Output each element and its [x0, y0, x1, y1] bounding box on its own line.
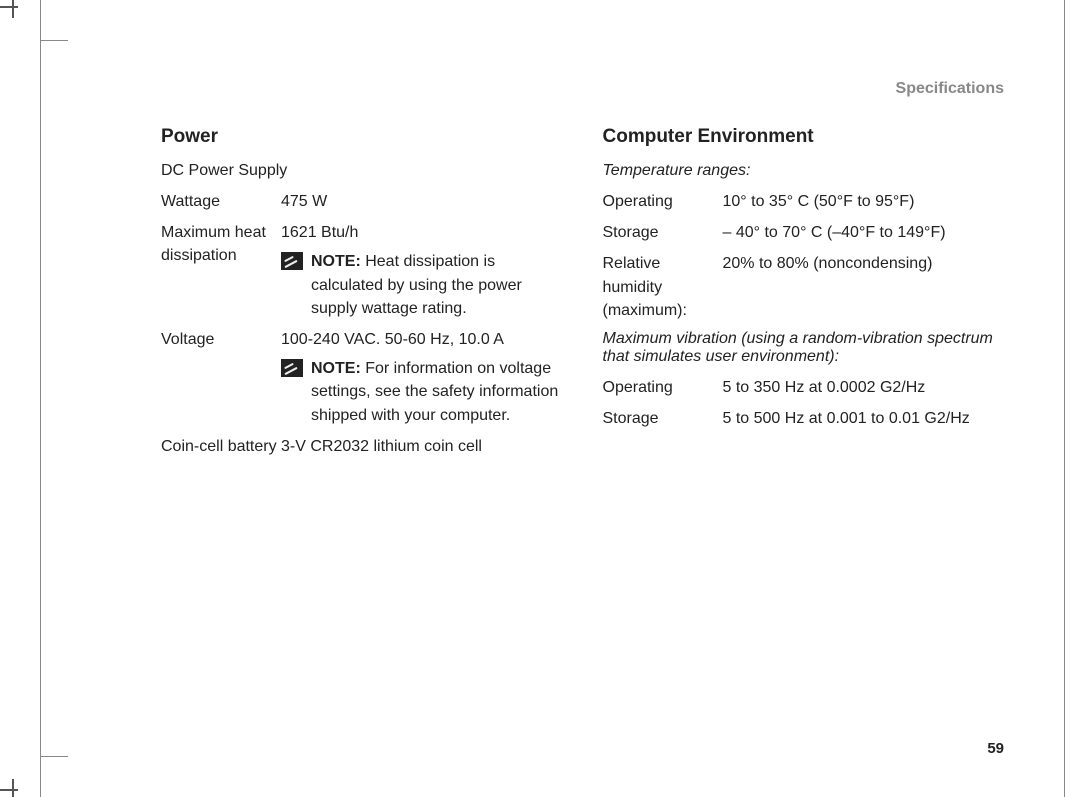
- note-block-heat: NOTE: Heat dissipation is calculated by …: [281, 250, 563, 320]
- running-header: Specifications: [161, 80, 1004, 98]
- spec-value: – 40° to 70° C (–40°F to 149°F): [723, 221, 1005, 244]
- spec-label: Voltage: [161, 328, 281, 351]
- spec-row-op-temp: Operating 10° to 35° C (50°F to 95°F): [603, 190, 1005, 213]
- spec-row-storage-vib: Storage 5 to 500 Hz at 0.001 to 0.01 G2/…: [603, 407, 1005, 430]
- spec-label: Storage: [603, 221, 723, 244]
- spec-value: 10° to 35° C (50°F to 95°F): [723, 190, 1005, 213]
- temp-subhead: Temperature ranges:: [603, 162, 1005, 180]
- spec-row-humidity: Relative humidity (maximum): 20% to 80% …: [603, 252, 1005, 322]
- spec-row-op-vib: Operating 5 to 350 Hz at 0.0002 G2/Hz: [603, 376, 1005, 399]
- crop-mark: [40, 40, 68, 41]
- spec-value: 3-V CR2032 lithium coin cell: [281, 435, 563, 458]
- left-column: Power DC Power Supply Wattage 475 W Maxi…: [161, 126, 563, 466]
- note-prefix: NOTE:: [311, 253, 361, 270]
- spec-label: Maximum heat dissipation: [161, 221, 281, 267]
- crop-mark: [12, 779, 14, 797]
- crop-mark: [40, 756, 68, 757]
- dc-power-subhead: DC Power Supply: [161, 162, 563, 180]
- spec-row-storage-temp: Storage – 40° to 70° C (–40°F to 149°F): [603, 221, 1005, 244]
- voltage-value: 100-240 VAC. 50-60 Hz, 10.0 A: [281, 331, 504, 348]
- note-block-voltage: NOTE: For information on voltage setting…: [281, 357, 563, 427]
- spec-label: Relative humidity (maximum):: [603, 252, 723, 322]
- power-heading: Power: [161, 126, 563, 148]
- spec-label: Coin-cell battery: [161, 435, 281, 458]
- page-content: Specifications Power DC Power Supply Wat…: [161, 80, 1004, 747]
- note-text: NOTE: For information on voltage setting…: [311, 357, 563, 427]
- note-text: NOTE: Heat dissipation is calculated by …: [311, 250, 563, 320]
- vibration-subhead: Maximum vibration (using a random-vibrat…: [603, 330, 1005, 366]
- crop-mark: [0, 789, 18, 791]
- page-number: 59: [987, 740, 1004, 757]
- spec-label: Wattage: [161, 190, 281, 213]
- crop-mark: [12, 0, 14, 18]
- spec-value: 100-240 VAC. 50-60 Hz, 10.0 A NOTE: For …: [281, 328, 563, 427]
- spec-label: Operating: [603, 190, 723, 213]
- spec-value: 1621 Btu/h NOTE: Heat dissipation is cal…: [281, 221, 563, 320]
- crop-mark: [0, 6, 18, 8]
- spec-value: 475 W: [281, 190, 563, 213]
- spec-row-wattage: Wattage 475 W: [161, 190, 563, 213]
- right-column: Computer Environment Temperature ranges:…: [603, 126, 1005, 466]
- note-icon: [281, 252, 303, 270]
- spec-value: 5 to 350 Hz at 0.0002 G2/Hz: [723, 376, 1005, 399]
- two-column-layout: Power DC Power Supply Wattage 475 W Maxi…: [161, 126, 1004, 466]
- note-icon: [281, 359, 303, 377]
- spec-value: 5 to 500 Hz at 0.001 to 0.01 G2/Hz: [723, 407, 1005, 430]
- page-frame: Specifications Power DC Power Supply Wat…: [40, 0, 1065, 797]
- spec-value: 20% to 80% (noncondensing): [723, 252, 1005, 275]
- note-prefix: NOTE:: [311, 360, 361, 377]
- spec-row-battery: Coin-cell battery 3-V CR2032 lithium coi…: [161, 435, 563, 458]
- spec-label: Storage: [603, 407, 723, 430]
- spec-label: Operating: [603, 376, 723, 399]
- env-heading: Computer Environment: [603, 126, 1005, 148]
- spec-row-voltage: Voltage 100-240 VAC. 50-60 Hz, 10.0 A NO…: [161, 328, 563, 427]
- heat-value: 1621 Btu/h: [281, 224, 358, 241]
- spec-row-heat: Maximum heat dissipation 1621 Btu/h NOTE…: [161, 221, 563, 320]
